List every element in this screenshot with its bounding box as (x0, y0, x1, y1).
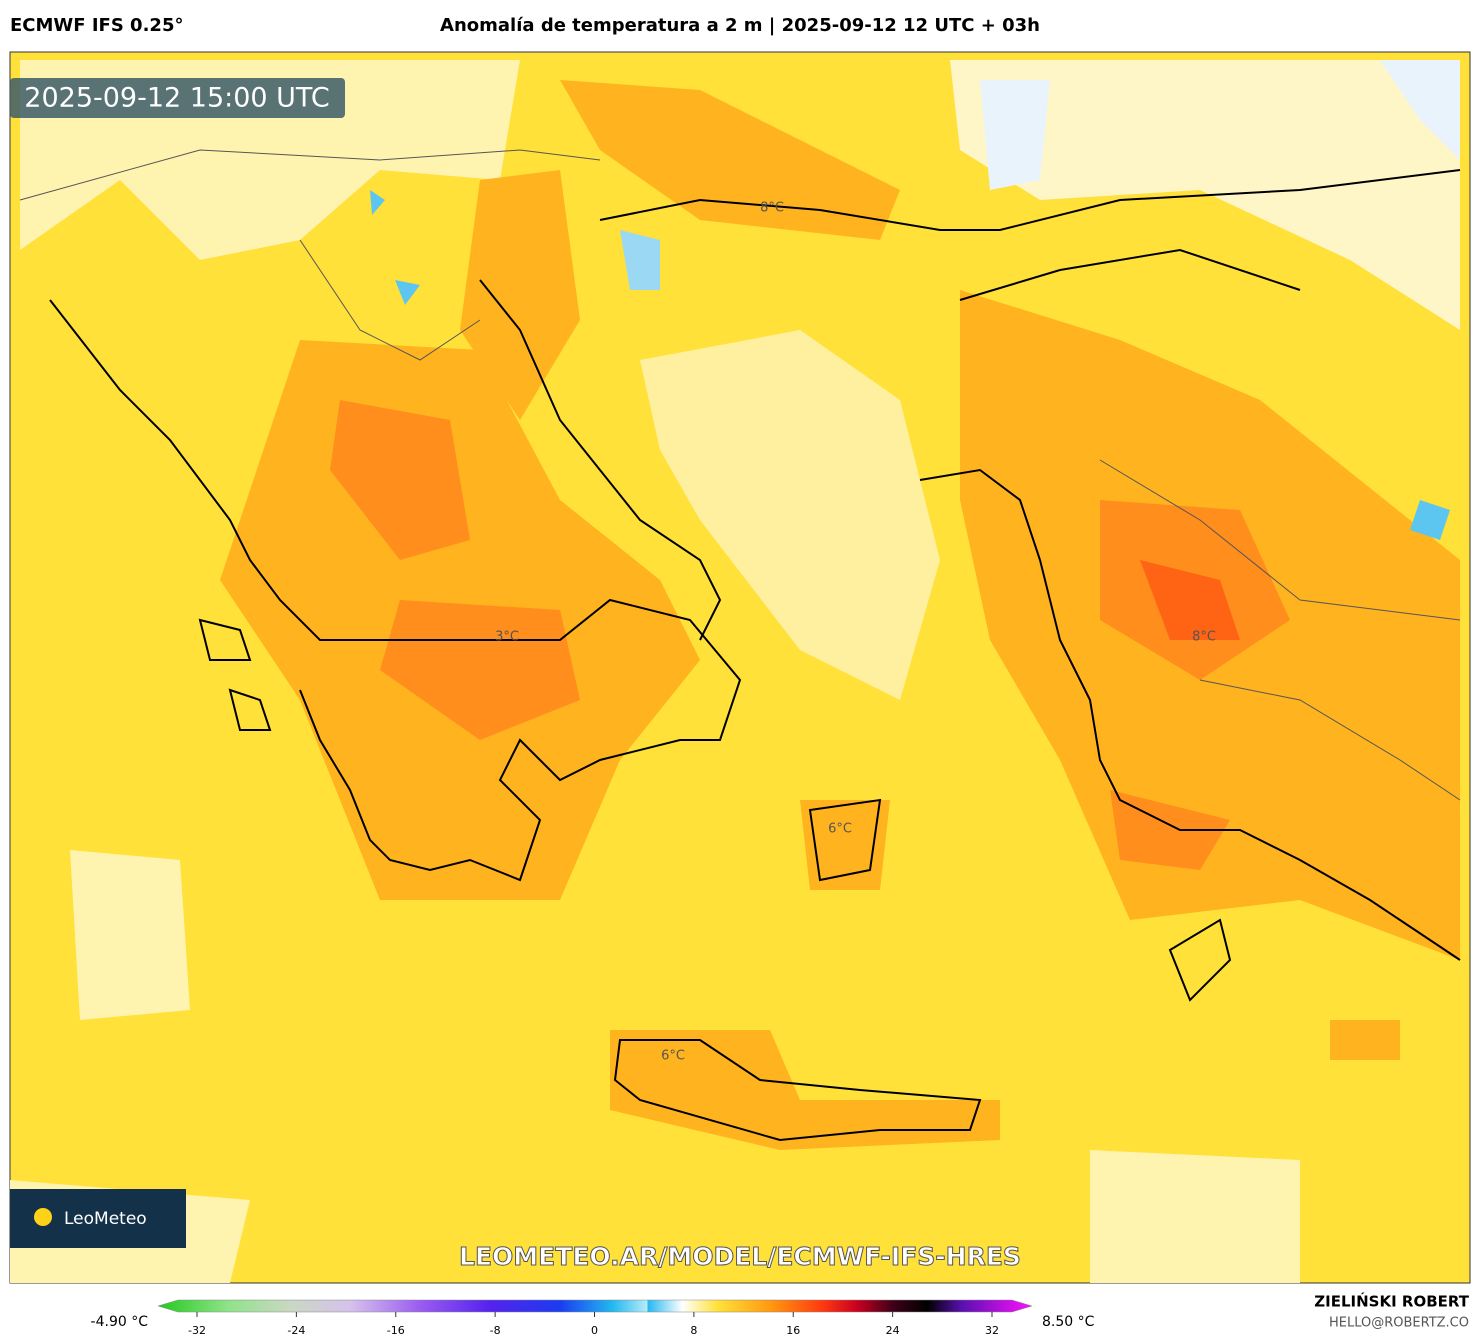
author: ZIELIŃSKI ROBERT (1314, 1292, 1469, 1311)
colorbar-tick-label: 16 (786, 1324, 800, 1337)
logo: LeoMeteo (64, 1209, 147, 1229)
colorbar (157, 1299, 1033, 1313)
watermark: LEOMETEO.AR/MODEL/ECMWF-IFS-HRES (459, 1242, 1021, 1271)
colorbar-tick-label: 0 (591, 1324, 598, 1337)
colorbar-max: 8.50 °C (1042, 1314, 1095, 1330)
colorbar-tick-label: 8 (690, 1324, 697, 1337)
contour-label: 6°C (828, 822, 852, 837)
colorbar-min: -4.90 °C (91, 1314, 149, 1330)
map-title: Anomalía de temperatura a 2 m | 2025-09-… (440, 15, 1040, 36)
contour-label: 8°C (760, 201, 784, 216)
contour-label: 6°C (661, 1049, 685, 1064)
model-name: ECMWF IFS 0.25° (10, 15, 183, 36)
colorbar-tick-label: 24 (886, 1324, 900, 1337)
colorbar-tick-label: -24 (287, 1324, 305, 1337)
contour-label: 3°C (495, 630, 519, 645)
contour-label: 8°C (1192, 630, 1216, 645)
colorbar-tick-label: -32 (188, 1324, 206, 1337)
colorbar-tick-label: 32 (985, 1324, 999, 1337)
colorbar-tick-label: -16 (387, 1324, 405, 1337)
colorbar-tick-label: -8 (490, 1324, 501, 1337)
timestamp: 2025-09-12 15:00 UTC (24, 83, 329, 114)
map: 2025-09-12 15:00 UTC LeoMeteo LEOMETEO.A… (9, 51, 1471, 1284)
contact: HELLO@ROBERTZ.CO (1329, 1316, 1469, 1331)
